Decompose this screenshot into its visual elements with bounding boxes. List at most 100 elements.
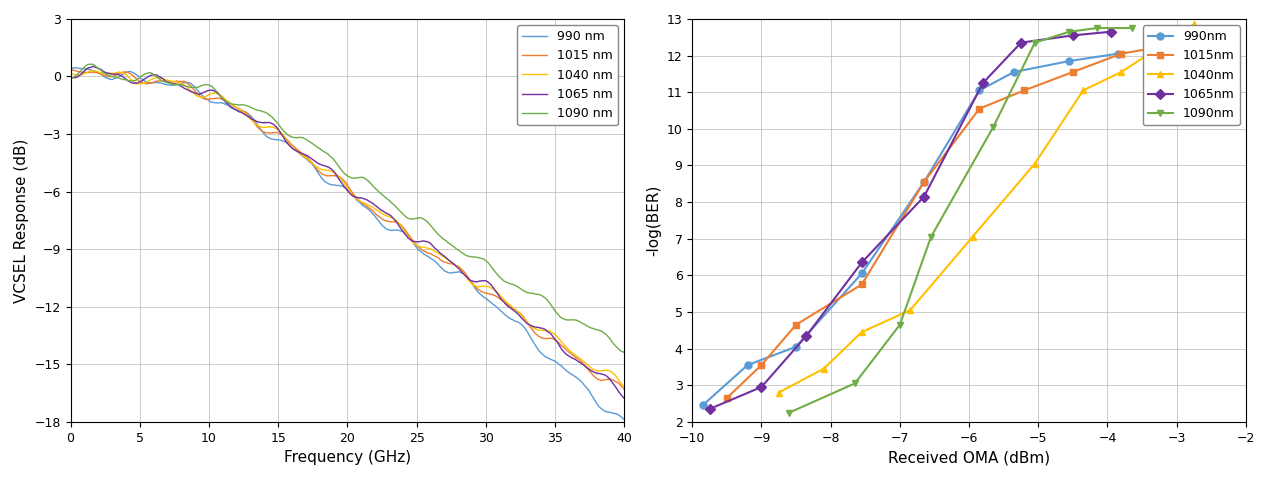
Line: 1090 nm: 1090 nm bbox=[72, 64, 624, 353]
1090nm bbox=[1124, 25, 1140, 31]
1090nm bbox=[782, 410, 797, 416]
1090 nm bbox=[65, 75, 80, 81]
1040 nm bbox=[86, 68, 102, 74]
X-axis label: Received OMA (dBm): Received OMA (dBm) bbox=[888, 450, 1051, 465]
990nm bbox=[788, 344, 803, 350]
1065nm bbox=[702, 406, 717, 412]
1065 nm bbox=[541, 329, 556, 335]
Legend: 990nm, 1015nm, 1040nm, 1065nm, 1090nm: 990nm, 1015nm, 1040nm, 1065nm, 1090nm bbox=[1143, 25, 1240, 125]
1015nm bbox=[1016, 88, 1032, 93]
1015nm bbox=[788, 322, 803, 328]
1040 nm bbox=[65, 71, 80, 77]
1015 nm bbox=[385, 219, 400, 225]
990nm bbox=[1110, 51, 1126, 57]
1040nm bbox=[816, 366, 831, 372]
1040 nm bbox=[483, 285, 499, 291]
1015 nm bbox=[400, 230, 415, 236]
990nm bbox=[972, 88, 987, 93]
1090nm bbox=[848, 380, 863, 386]
1090 nm bbox=[416, 217, 431, 223]
Line: 1040nm: 1040nm bbox=[775, 21, 1198, 396]
1015nm bbox=[854, 282, 869, 287]
1065 nm bbox=[65, 75, 80, 80]
990 nm bbox=[386, 228, 401, 233]
Line: 1065nm: 1065nm bbox=[706, 28, 1114, 412]
1040 nm bbox=[386, 216, 401, 222]
990 nm bbox=[416, 251, 431, 257]
1015nm bbox=[1155, 44, 1170, 49]
1040nm bbox=[1076, 88, 1091, 93]
1065nm bbox=[798, 333, 813, 339]
Line: 990 nm: 990 nm bbox=[72, 68, 624, 420]
1090 nm bbox=[617, 350, 632, 355]
990 nm bbox=[66, 65, 81, 70]
990nm bbox=[740, 362, 755, 368]
1015 nm bbox=[416, 248, 431, 254]
1065 nm bbox=[99, 70, 114, 76]
990 nm bbox=[541, 355, 556, 361]
1090 nm bbox=[386, 201, 401, 207]
1065 nm bbox=[86, 64, 102, 69]
990nm bbox=[695, 402, 711, 408]
1065nm bbox=[1014, 40, 1029, 46]
1040nm bbox=[1114, 69, 1129, 75]
1090 nm bbox=[82, 61, 98, 67]
990 nm bbox=[400, 232, 415, 238]
Line: 1040 nm: 1040 nm bbox=[72, 71, 624, 388]
1015nm bbox=[972, 106, 987, 112]
1090nm bbox=[892, 322, 907, 328]
1090nm bbox=[1090, 25, 1105, 31]
Line: 1015 nm: 1015 nm bbox=[72, 70, 624, 389]
Legend: 990 nm, 1015 nm, 1040 nm, 1065 nm, 1090 nm: 990 nm, 1015 nm, 1040 nm, 1065 nm, 1090 … bbox=[518, 25, 618, 125]
1040nm bbox=[1027, 161, 1042, 167]
1090nm bbox=[1027, 40, 1042, 46]
1090nm bbox=[924, 234, 939, 240]
1040 nm bbox=[541, 328, 556, 333]
1040nm bbox=[854, 329, 869, 335]
1090 nm bbox=[99, 71, 114, 77]
1065nm bbox=[976, 80, 991, 86]
1015 nm bbox=[483, 291, 499, 297]
1015nm bbox=[916, 179, 931, 185]
1040 nm bbox=[416, 244, 431, 250]
1065nm bbox=[1065, 33, 1080, 38]
1015nm bbox=[1065, 69, 1080, 75]
1015nm bbox=[1114, 51, 1129, 57]
1015 nm bbox=[617, 387, 632, 392]
1015 nm bbox=[98, 73, 113, 79]
Y-axis label: -log(BER): -log(BER) bbox=[646, 185, 661, 256]
Line: 1015nm: 1015nm bbox=[723, 43, 1166, 401]
1040 nm bbox=[617, 385, 632, 390]
1065nm bbox=[1103, 29, 1118, 34]
1065 nm bbox=[400, 235, 415, 240]
1065 nm bbox=[416, 238, 431, 244]
990nm bbox=[1006, 69, 1022, 75]
1065 nm bbox=[617, 396, 632, 401]
Y-axis label: VCSEL Response (dB): VCSEL Response (dB) bbox=[14, 138, 29, 303]
990 nm bbox=[99, 75, 114, 80]
1090 nm bbox=[483, 264, 499, 270]
Line: 990nm: 990nm bbox=[699, 50, 1122, 409]
990 nm bbox=[617, 417, 632, 422]
Line: 1065 nm: 1065 nm bbox=[72, 67, 624, 399]
1065nm bbox=[854, 260, 869, 265]
1090nm bbox=[986, 124, 1001, 130]
1040nm bbox=[964, 234, 980, 240]
990nm bbox=[854, 271, 869, 276]
1090nm bbox=[1062, 29, 1077, 34]
1065 nm bbox=[483, 283, 499, 288]
1090 nm bbox=[400, 216, 415, 221]
1040nm bbox=[1187, 22, 1202, 27]
X-axis label: Frequency (GHz): Frequency (GHz) bbox=[284, 450, 411, 465]
990 nm bbox=[65, 66, 80, 71]
990nm bbox=[916, 179, 931, 185]
990nm bbox=[1062, 58, 1077, 64]
1065nm bbox=[754, 384, 769, 390]
990 nm bbox=[483, 300, 499, 306]
1015 nm bbox=[539, 336, 555, 342]
Line: 1090nm: 1090nm bbox=[786, 24, 1136, 416]
1040nm bbox=[772, 389, 787, 395]
1065 nm bbox=[386, 216, 401, 221]
1015nm bbox=[720, 395, 735, 401]
1040 nm bbox=[99, 71, 114, 77]
